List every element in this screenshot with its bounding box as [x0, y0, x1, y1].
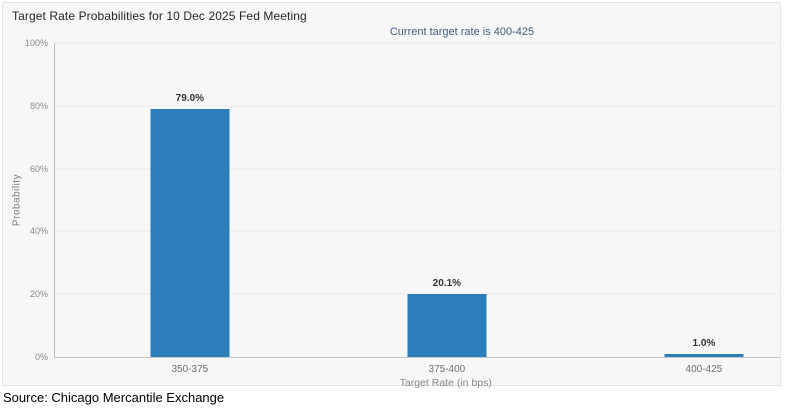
gridline — [55, 42, 780, 44]
x-category-label: 350-375 — [171, 364, 209, 375]
chart-panel: Target Rate Probabilities for 10 Dec 202… — [2, 2, 781, 389]
y-tick-label: 100% — [24, 38, 48, 48]
gridline — [55, 168, 780, 170]
gridline — [55, 230, 780, 232]
y-tick-label: 60% — [29, 163, 48, 174]
y-tick-label: 40% — [29, 226, 48, 237]
x-axis-title: Target Rate (in bps) — [399, 377, 492, 389]
x-category-label: 400-425 — [685, 364, 723, 375]
y-tick-label: 0% — [34, 352, 48, 362]
source-attribution: Source: Chicago Mercantile Exchange — [3, 390, 225, 405]
y-tick-label: 80% — [29, 100, 48, 111]
bar — [664, 353, 744, 357]
gridline — [55, 105, 780, 107]
bar — [407, 293, 487, 357]
bar — [150, 108, 230, 357]
y-tick-label: 20% — [29, 289, 48, 300]
chart-subtitle: Current target rate is 400-425 — [389, 26, 535, 38]
plot-area: Target Rate (in bps) 0% 20% 40% 60% 80% 100% 7… — [25, 38, 780, 389]
bar-value-label: 20.1% — [432, 277, 462, 289]
bar-value-label: 1.0% — [692, 337, 716, 349]
y-axis-title: Probability — [11, 173, 23, 227]
x-category-label: 375-400 — [428, 364, 466, 375]
chart-title: Target Rate Probabilities for 10 Dec 202… — [12, 9, 307, 23]
bar-value-label: 79.0% — [175, 92, 205, 104]
